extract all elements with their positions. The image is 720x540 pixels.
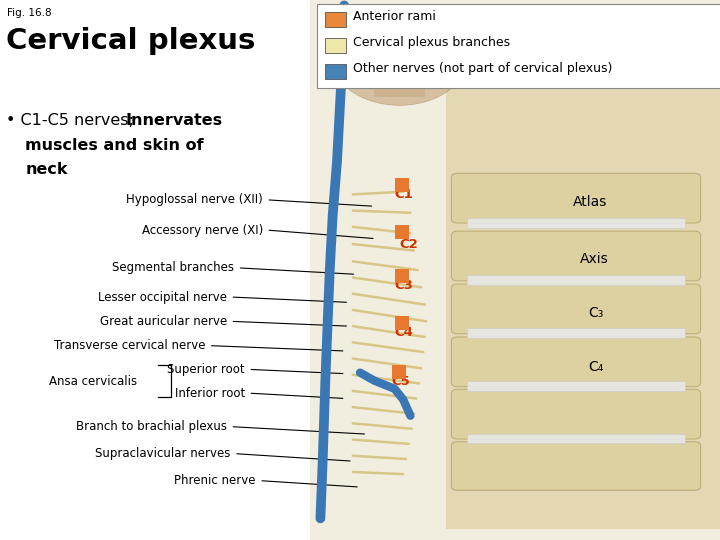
Text: Hypoglossal nerve (XII): Hypoglossal nerve (XII): [126, 193, 263, 206]
Bar: [467, 434, 685, 443]
Text: C2: C2: [399, 238, 418, 251]
FancyBboxPatch shape: [451, 442, 701, 490]
Text: Transverse cervical nerve: Transverse cervical nerve: [54, 339, 205, 352]
Text: C1: C1: [395, 188, 413, 201]
Text: Phrenic nerve: Phrenic nerve: [174, 474, 256, 487]
Bar: [392, 365, 406, 379]
Bar: [395, 178, 409, 192]
Text: Anterior rami: Anterior rami: [353, 10, 436, 23]
Bar: [395, 225, 409, 239]
Text: • C1-C5 nerves;: • C1-C5 nerves;: [6, 113, 139, 129]
Text: Lesser occipital nerve: Lesser occipital nerve: [98, 291, 227, 303]
Text: neck: neck: [25, 162, 68, 177]
Text: Innervates: Innervates: [126, 113, 223, 129]
FancyBboxPatch shape: [451, 284, 701, 334]
Text: Cervical plexus branches: Cervical plexus branches: [353, 36, 510, 49]
Bar: [395, 269, 409, 283]
Text: C4: C4: [395, 326, 413, 339]
Text: Fig. 16.8: Fig. 16.8: [7, 8, 52, 18]
Text: C₃: C₃: [588, 306, 604, 320]
Bar: [446, 11, 720, 529]
Text: Atlas: Atlas: [573, 195, 608, 209]
Text: Supraclavicular nerves: Supraclavicular nerves: [95, 447, 230, 460]
Text: Great auricular nerve: Great auricular nerve: [99, 315, 227, 328]
Text: Superior root: Superior root: [167, 363, 245, 376]
Bar: [395, 316, 409, 330]
Bar: [467, 381, 685, 391]
Text: Inferior root: Inferior root: [174, 387, 245, 400]
Text: muscles and skin of: muscles and skin of: [25, 138, 204, 153]
Ellipse shape: [331, 8, 468, 105]
Text: Other nerves (not part of cervical plexus): Other nerves (not part of cervical plexu…: [353, 62, 612, 75]
Bar: [325, 64, 346, 79]
Bar: [325, 38, 346, 53]
Text: C5: C5: [392, 375, 410, 388]
Bar: [467, 218, 685, 228]
Bar: [310, 0, 720, 540]
Text: Branch to brachial plexus: Branch to brachial plexus: [76, 420, 227, 433]
FancyBboxPatch shape: [317, 4, 720, 88]
Text: Cervical plexus: Cervical plexus: [6, 27, 255, 55]
Text: Ansa cervicalis: Ansa cervicalis: [49, 375, 137, 388]
FancyBboxPatch shape: [451, 231, 701, 281]
Text: C₄: C₄: [588, 360, 604, 374]
FancyBboxPatch shape: [451, 173, 701, 223]
Text: Accessory nerve (XI): Accessory nerve (XI): [142, 224, 263, 237]
Bar: [467, 275, 685, 285]
FancyBboxPatch shape: [451, 389, 701, 439]
Text: Segmental branches: Segmental branches: [112, 261, 234, 274]
FancyBboxPatch shape: [451, 337, 701, 387]
Bar: [467, 328, 685, 338]
Bar: [325, 12, 346, 27]
Text: Axis: Axis: [580, 252, 608, 266]
Text: C3: C3: [395, 279, 413, 292]
Bar: [374, 32, 425, 97]
